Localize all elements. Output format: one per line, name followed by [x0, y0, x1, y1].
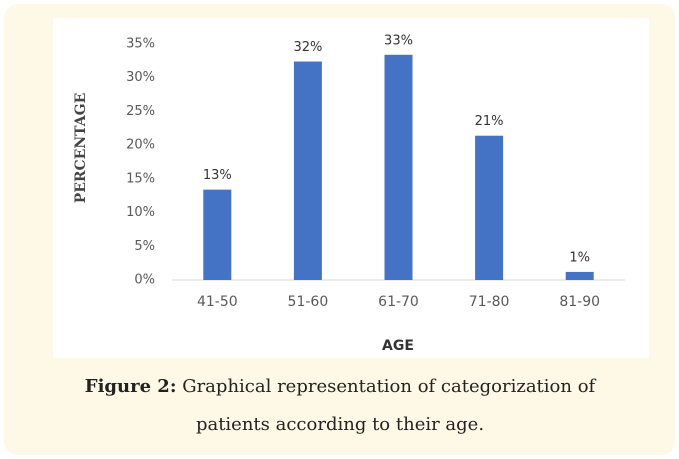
value-label: 33%: [384, 33, 413, 48]
y-tick-label: 35%: [126, 37, 155, 52]
y-tick-label: 15%: [126, 171, 155, 186]
y-tick-label: 5%: [134, 239, 155, 254]
value-label: 21%: [475, 114, 504, 129]
x-tick-label: 41-50: [197, 294, 238, 310]
x-tick-label: 81-90: [559, 294, 600, 310]
value-label: 1%: [569, 250, 590, 265]
y-tick-label: 25%: [126, 104, 155, 119]
caption-label: Figure 2:: [84, 376, 177, 397]
chart: PERCENTAGE AGE 0% 5% 10% 15% 20% 25% 30% 35% 41-…: [53, 18, 649, 358]
bar: [475, 135, 504, 280]
value-label: 13%: [203, 168, 232, 183]
bar: [203, 189, 232, 280]
y-tick-label: 0%: [134, 273, 155, 288]
chart-background: [53, 18, 649, 358]
x-tick-label: 61-70: [378, 294, 419, 310]
y-tick-label: 10%: [126, 205, 155, 220]
bar: [565, 271, 594, 280]
bar: [293, 61, 322, 280]
caption: Figure 2: Graphical representation of ca…: [80, 368, 600, 444]
x-tick-label: 71-80: [469, 294, 510, 310]
caption-text: Graphical representation of categorizati…: [182, 376, 596, 435]
x-axis-label: AGE: [382, 338, 414, 354]
value-label: 32%: [293, 40, 322, 55]
x-tick-label: 51-60: [288, 294, 329, 310]
bar: [384, 54, 413, 280]
y-axis-label: PERCENTAGE: [73, 93, 89, 204]
y-tick-label: 20%: [126, 138, 155, 153]
y-tick-label: 30%: [126, 70, 155, 85]
